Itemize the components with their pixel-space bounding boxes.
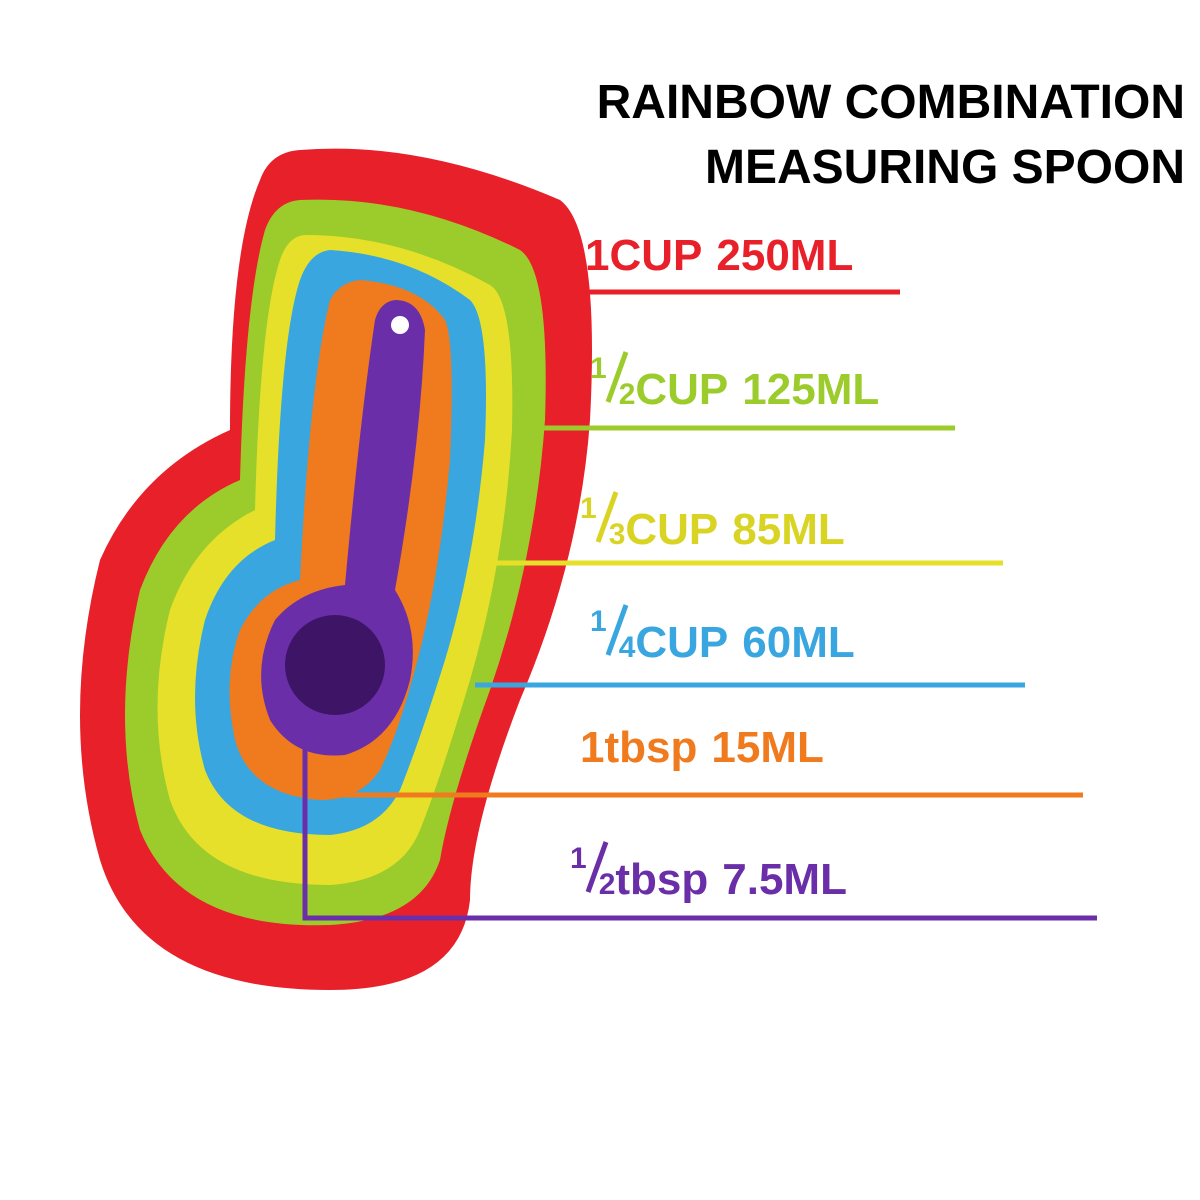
size-label: 12tbsp 7.5ML xyxy=(570,842,847,904)
unit: CUP xyxy=(635,618,728,667)
volume: 250ML xyxy=(716,231,853,280)
numerator: 1 xyxy=(590,352,607,385)
unit: tbsp xyxy=(615,855,708,904)
size-label: 12CUP 125ML xyxy=(590,352,879,414)
title-line: MEASURING SPOON xyxy=(705,141,1185,194)
size-label: 1CUP 250ML xyxy=(585,231,853,280)
volume: 125ML xyxy=(742,365,879,414)
leader-lines xyxy=(302,289,1097,921)
unit: tbsp xyxy=(604,723,697,772)
quantity: 1 xyxy=(580,723,604,772)
volume: 7.5ML xyxy=(722,855,847,904)
unit: CUP xyxy=(635,365,728,414)
volume: 15ML xyxy=(711,723,823,772)
fraction-slash xyxy=(585,841,609,893)
fraction-slash xyxy=(595,491,619,543)
numerator: 1 xyxy=(590,605,607,638)
measuring-cups xyxy=(80,148,592,991)
size-label: 13CUP 85ML xyxy=(580,492,845,554)
volume: 60ML xyxy=(742,618,854,667)
unit: CUP xyxy=(609,231,702,280)
title-line: RAINBOW COMBINATION xyxy=(597,76,1185,129)
numerator: 1 xyxy=(570,842,587,875)
size-label: 1tbsp 15ML xyxy=(580,723,824,772)
unit: CUP xyxy=(625,505,718,554)
denominator: 4 xyxy=(619,631,636,664)
denominator: 3 xyxy=(609,518,626,551)
size-label: 14CUP 60ML xyxy=(590,605,855,667)
numerator: 1 xyxy=(580,492,597,525)
fraction-slash xyxy=(605,351,629,403)
volume: 85ML xyxy=(732,505,844,554)
denominator: 2 xyxy=(619,378,636,411)
fraction-slash xyxy=(605,604,629,656)
leader-line xyxy=(302,730,1097,921)
denominator: 2 xyxy=(599,868,616,901)
quantity: 1 xyxy=(585,231,609,280)
spoon-hole xyxy=(391,316,409,334)
spoon-bowl xyxy=(285,615,385,715)
